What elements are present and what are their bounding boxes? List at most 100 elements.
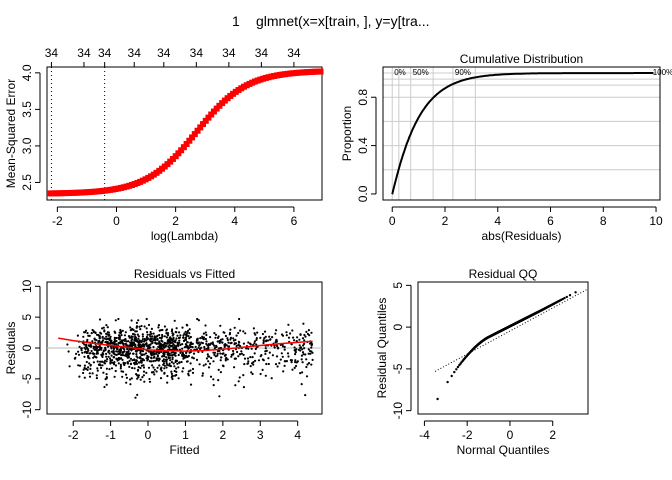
residual-point [219,338,223,341]
residual-point [195,358,199,361]
residual-point [234,338,237,341]
top-tick-label: 34 [77,46,91,60]
residual-point [273,344,276,347]
residual-point [150,371,154,374]
residual-point [185,334,188,337]
residual-point [110,354,113,357]
residual-point [216,340,219,343]
residual-point [263,337,266,340]
residual-point [186,341,189,344]
residual-point [279,343,282,347]
residual-point [100,354,103,357]
residual-point [106,337,109,341]
residual-point [104,359,107,362]
residual-point [127,340,130,343]
residual-point [194,345,197,348]
cv-error-point [205,114,212,121]
residual-point [236,350,239,354]
residual-point [295,340,298,343]
residual-point [157,324,160,327]
residual-point [153,373,156,376]
ecdf-curve [391,72,654,195]
residual-point [95,352,98,355]
residual-point [83,331,86,334]
residual-point [227,341,230,344]
cv-error-point [175,150,182,157]
qq-point [568,294,572,297]
residual-point [229,328,232,331]
qq-point [450,374,453,378]
y-tick-label: 10 [20,279,34,293]
residual-point [224,357,227,361]
residual-point [113,336,116,339]
residual-point [150,327,153,330]
residual-point [207,366,211,369]
residual-point [165,336,168,339]
residual-point [117,317,120,321]
residual-point [173,319,176,322]
residual-point [281,355,284,358]
residual-point [189,362,192,365]
residual-point [88,362,91,365]
residual-point [169,359,172,362]
residual-point [166,351,170,354]
residual-point [232,337,235,340]
residual-point [292,336,295,339]
residual-point [291,368,294,371]
residual-point [109,359,112,362]
residual-point [222,365,225,368]
residual-point [233,326,236,329]
residual-point [253,340,256,343]
residual-point [211,341,214,344]
residual-point [95,339,98,342]
residual-point [158,329,161,332]
residual-point [108,337,111,340]
residual-point [294,359,297,362]
residual-point [223,345,226,348]
residual-point [112,350,115,353]
residual-point [275,329,278,332]
residual-point [252,363,255,366]
residual-point [267,362,270,366]
residual-point [291,329,294,332]
residual-point [279,358,282,361]
residual-point [84,348,87,351]
residual-point [78,364,82,367]
residual-point [199,337,202,340]
residual-point [310,331,313,334]
residual-point [105,324,108,327]
residual-point [274,363,278,366]
residual-point [137,335,140,338]
residuals-vs-fitted-panel: -2 -1 0 1 2 3 4-10-50510FittedResidualsResidua… [4,267,323,457]
residual-point [151,335,154,338]
residual-point [102,371,105,374]
residual-point [153,353,156,356]
residual-point [86,348,90,351]
residual-point [141,376,144,379]
residual-point [293,366,296,369]
residual-point [237,380,240,383]
residual-point [183,339,186,342]
residual-point [207,343,210,346]
residual-point [127,335,131,338]
residual-point [131,332,135,336]
residual-point [133,358,136,361]
x-tick-label: -2 [68,428,79,442]
residual-cdf-panel: 0 2 4 6 8 10 0.0 0.4 0.8 abs(Residuals) Proportion… [340,52,672,243]
residual-point [106,358,109,361]
residual-point [294,364,298,368]
residual-point [304,353,307,356]
x-tick-label: -1 [105,428,116,442]
residual-point [285,360,288,363]
residual-point [84,367,88,370]
residual-point [303,333,306,337]
residual-point [166,333,169,336]
residual-point [190,341,193,344]
residual-point [133,333,136,336]
residual-point [215,345,218,348]
residual-point [171,358,174,361]
residual-point [207,346,210,349]
residual-point [141,333,144,336]
residual-point [137,319,140,322]
residual-point [145,342,148,345]
